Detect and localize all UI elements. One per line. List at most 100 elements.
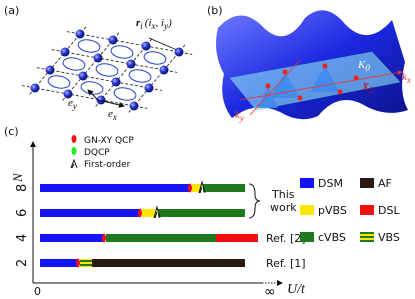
site	[126, 59, 136, 69]
dqcp-marker	[71, 147, 77, 155]
site	[141, 41, 151, 51]
panel-label: (a)	[4, 4, 19, 17]
legend-label: pVBS	[318, 204, 347, 217]
first-order-marker	[153, 205, 161, 219]
bond	[36, 67, 163, 91]
bond	[66, 31, 193, 55]
site-pointer	[148, 37, 178, 51]
x-end: ∞	[264, 284, 276, 299]
qcp-marker	[102, 233, 106, 243]
site	[63, 89, 73, 99]
pvbs-segment	[142, 209, 156, 217]
dsl-segment	[216, 234, 258, 242]
legend-swatch	[360, 178, 374, 188]
plaquette-loop	[62, 57, 86, 71]
plaquette-loop	[47, 75, 71, 89]
kx-label: kx	[402, 71, 411, 85]
site	[30, 83, 40, 93]
bond	[51, 49, 178, 73]
plaquette-loop	[143, 51, 167, 65]
site	[159, 65, 169, 75]
dsm-segment	[40, 234, 104, 242]
marker-label: DQCP	[84, 148, 110, 158]
y-label: N	[10, 172, 25, 183]
ex-label: ex	[108, 108, 117, 122]
x-start: 0	[34, 285, 41, 298]
y-tick-label: 6	[15, 209, 30, 217]
kx-axis	[239, 70, 403, 101]
panel-label: (b)	[207, 4, 223, 17]
annotation: Ref. [2]	[266, 232, 306, 245]
x1-label: X1	[361, 81, 373, 95]
band-surface	[216, 10, 408, 120]
qcp-marker	[188, 183, 192, 193]
dsm-segment	[40, 209, 140, 217]
dsm-segment	[40, 184, 190, 192]
site-label: ri (ix, iy)	[136, 17, 172, 31]
ey-label: ey	[68, 97, 77, 111]
dsm-segment	[40, 259, 78, 267]
site	[78, 71, 88, 81]
plaquette-loop	[128, 69, 152, 83]
legend-swatch	[360, 205, 374, 215]
y-tick-label: 8	[15, 184, 30, 192]
legend-label: DSM	[318, 177, 343, 190]
qcp-marker	[138, 208, 142, 218]
marker-label: First-order	[84, 160, 131, 170]
bond	[21, 85, 148, 109]
qcp-marker	[76, 258, 80, 268]
first-order-marker	[198, 180, 206, 194]
brace	[248, 183, 261, 219]
annotation: This	[271, 188, 295, 201]
dirac-points	[265, 63, 359, 101]
ky-label: ky	[235, 109, 244, 123]
site	[144, 83, 154, 93]
y-ticks: 2 4 6 8	[15, 184, 30, 267]
vbs-segment	[80, 259, 92, 267]
site	[111, 77, 121, 87]
qcp-marker	[71, 135, 77, 143]
site	[174, 47, 184, 57]
site	[75, 29, 85, 39]
legend-label: DSL	[378, 204, 400, 217]
pvbs-segment	[192, 184, 201, 192]
first-order-marker	[70, 158, 78, 169]
legend-swatch	[300, 205, 314, 215]
af-segment	[92, 259, 245, 267]
plaquette-loop	[77, 39, 101, 53]
site	[60, 47, 70, 57]
x-label: U/t	[287, 282, 306, 297]
cvbs-segment	[203, 184, 245, 192]
site	[129, 101, 139, 111]
ky-axis	[249, 59, 301, 116]
legend-label: AF	[378, 177, 392, 190]
y-tick-label: 2	[15, 259, 30, 267]
legend-swatch	[300, 178, 314, 188]
marker-label: GN-XY QCP	[84, 136, 134, 146]
y-tick-label: 4	[15, 234, 30, 242]
site	[93, 53, 103, 63]
phase-legend: DSM AF pVBS DSL cVBS VBS	[300, 177, 400, 244]
legend-label: cVBS	[318, 231, 346, 244]
annotation: work	[270, 201, 297, 214]
legend-swatch	[360, 232, 374, 242]
site	[96, 95, 106, 105]
annotation: Ref. [1]	[266, 257, 306, 270]
site	[108, 35, 118, 45]
plaquette-loop	[95, 63, 119, 77]
ey-arrow	[87, 89, 99, 101]
cone	[258, 66, 340, 108]
panel-label: (c)	[4, 125, 19, 138]
legend-swatch	[300, 232, 314, 242]
legend-label: VBS	[378, 231, 400, 244]
ex-arrow	[97, 99, 125, 108]
k0-label: K0	[357, 59, 370, 73]
plaquette-loop	[113, 87, 137, 101]
site	[45, 65, 55, 75]
cvbs-segment	[106, 234, 216, 242]
plaquette-loop	[110, 45, 134, 59]
phase-bars	[40, 180, 258, 268]
lattice	[21, 26, 193, 114]
cvbs-segment	[158, 209, 245, 217]
